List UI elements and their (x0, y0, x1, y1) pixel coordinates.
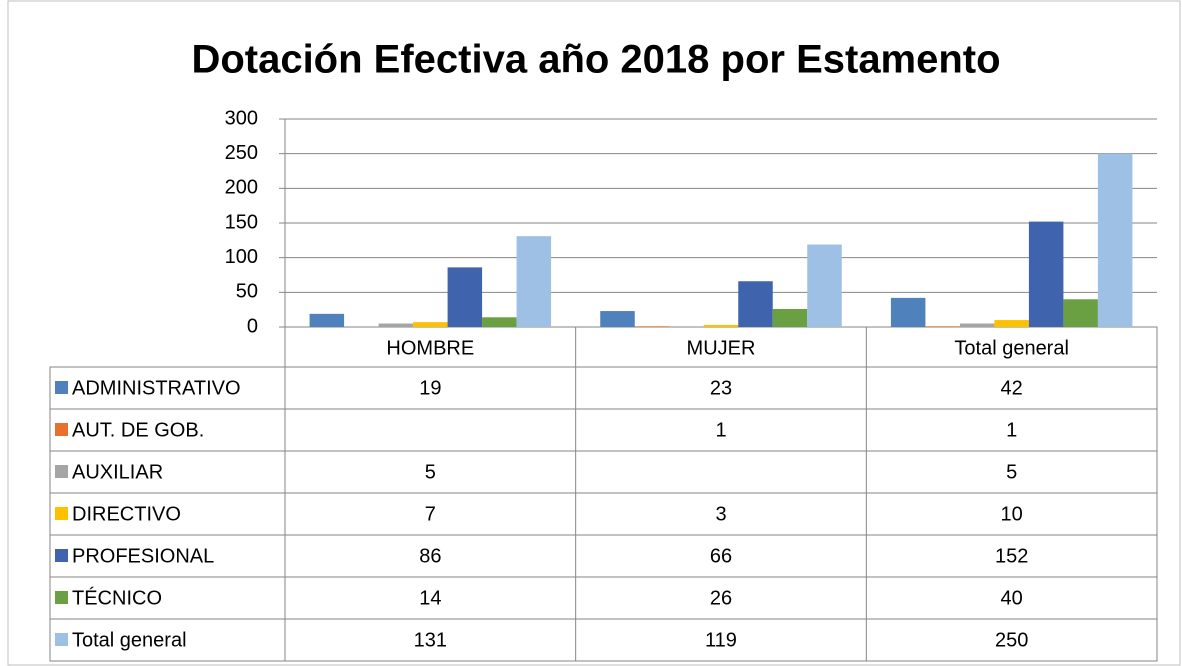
table-value: 3 (715, 503, 726, 525)
y-tick-label: 0 (247, 315, 258, 337)
bar (925, 326, 960, 327)
bar (738, 281, 773, 327)
table-value: 1 (715, 419, 726, 441)
legend-swatch (55, 633, 68, 646)
table-value: 66 (710, 545, 732, 567)
legend-swatch (55, 591, 68, 604)
bar (994, 320, 1029, 327)
x-tick-label: Total general (954, 337, 1069, 359)
table-value: 42 (1001, 377, 1023, 399)
table-value: 5 (425, 461, 436, 483)
legend-label: Total general (72, 629, 187, 651)
bar (807, 244, 842, 327)
y-tick-label: 50 (236, 281, 258, 303)
chart-title: Dotación Efectiva año 2018 por Estamento (191, 38, 1000, 82)
legend-swatch (55, 549, 68, 562)
table-value: 250 (995, 629, 1028, 651)
table-value: 5 (1006, 461, 1017, 483)
legend-label: ADMINISTRATIVO (72, 377, 241, 399)
chart-border (7, 0, 1181, 666)
table-value: 119 (705, 629, 737, 651)
legend-label: AUXILIAR (72, 461, 163, 483)
table-value: 7 (425, 503, 436, 525)
x-tick-label: MUJER (687, 337, 756, 359)
bar (378, 323, 414, 327)
table-value: 40 (1001, 587, 1023, 609)
bar (959, 323, 995, 327)
y-tick-label: 200 (225, 177, 258, 199)
table-value: 23 (710, 377, 732, 399)
bar (482, 317, 517, 327)
table-value: 152 (995, 545, 1028, 567)
bar (447, 267, 483, 327)
y-tick-label: 250 (225, 142, 258, 164)
bar (1063, 299, 1098, 327)
table-value: 26 (710, 587, 732, 609)
legend-label: AUT. DE GOB. (72, 419, 204, 441)
table-value: 131 (414, 629, 447, 651)
y-tick-label: 100 (225, 246, 258, 268)
bar (772, 308, 808, 327)
bar (890, 297, 926, 327)
table-row-border (49, 618, 1158, 662)
legend-label: PROFESIONAL (72, 545, 214, 567)
bar (1097, 153, 1133, 327)
bar (1028, 221, 1064, 327)
bar (703, 324, 739, 327)
table-value: 10 (1001, 503, 1023, 525)
y-tick-label: 150 (225, 211, 258, 233)
table-value: 1 (1006, 419, 1017, 441)
legend-swatch (55, 465, 68, 478)
legend-swatch (55, 381, 68, 394)
bar (516, 236, 552, 327)
table-value: 86 (419, 545, 441, 567)
bar (309, 313, 345, 327)
legend-label: TÉCNICO (72, 586, 162, 609)
bar (600, 311, 635, 327)
legend-swatch (55, 423, 68, 436)
legend-label: DIRECTIVO (72, 503, 181, 525)
y-tick-label: 300 (225, 107, 258, 129)
table-value: 14 (419, 587, 441, 609)
bar (634, 326, 670, 327)
legend-swatch (55, 507, 68, 520)
bar (413, 322, 448, 327)
x-tick-label: HOMBRE (386, 337, 474, 359)
table-value: 19 (419, 377, 441, 399)
